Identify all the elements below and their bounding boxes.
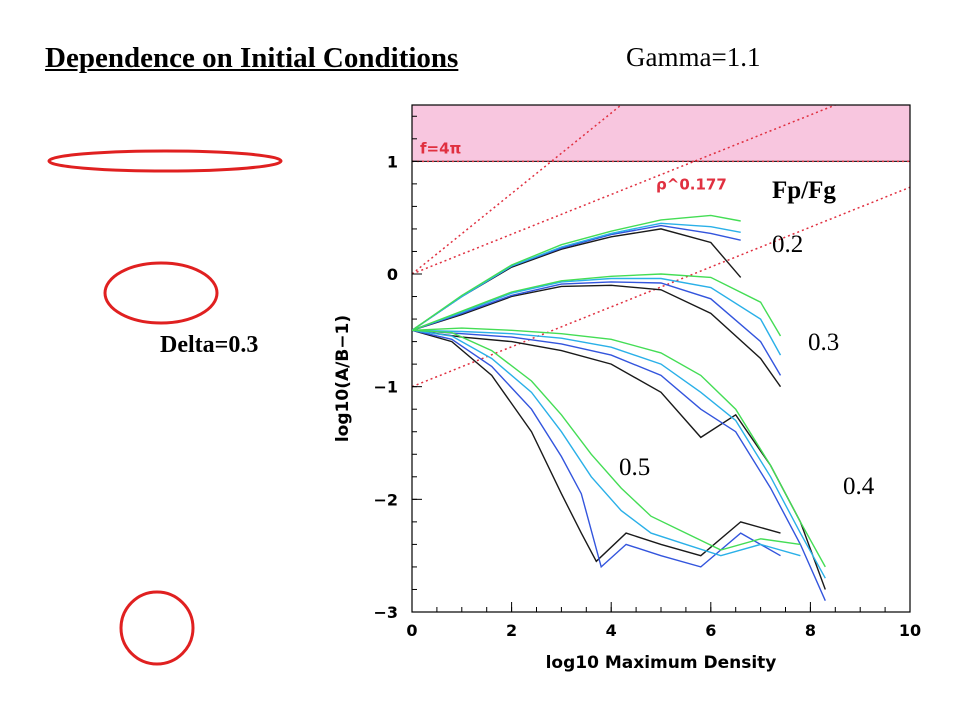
y-axis-label: log10(A/B−1) [333,315,353,442]
x-tick-label: 8 [805,621,816,640]
x-tick-label: 6 [705,621,716,640]
y-tick-label: −2 [373,490,398,509]
reference-lines [412,105,910,388]
curve-fp-04-4 [412,327,826,568]
y-tick-label: −1 [373,378,398,397]
curve-fp-03-2 [412,281,782,376]
curve-fp-03-4 [412,273,782,337]
curve-fp-03-3 [412,277,782,356]
curve-fp-02-3 [412,222,741,331]
slide-title: Dependence on Initial Conditions [45,42,459,74]
curve-fp-05-4 [412,329,801,551]
group-label-04: 0.4 [843,473,875,500]
legend-title: Fp/Fg [772,177,836,204]
curve-fp-04-3 [412,329,826,579]
curve-fp-02-4 [412,214,741,331]
x-tick-label: 0 [406,621,417,640]
plot-area: f=4π ρ^0.177 0 2 4 6 8 10 −3 −2 −1 0 1 log10 Maximum … [333,104,921,673]
y-tick-label: 1 [387,152,398,171]
x-axis-label: log10 Maximum Density [546,653,777,673]
group-label-05: 0.5 [619,454,650,481]
band-label: f=4π [420,139,461,157]
limit-band [411,104,911,162]
reference-line-3 [412,186,910,388]
medium-ellipse-shape [103,261,219,325]
curve-fp-04-2 [412,329,826,601]
slope-label: ρ^0.177 [656,176,727,194]
delta-label: Delta=0.3 [160,332,259,358]
reference-line-2 [412,105,836,275]
group-label-03: 0.3 [808,329,839,356]
circle-shape [119,590,195,666]
y-tick-label: 0 [387,265,398,284]
gamma-label: Gamma=1.1 [626,42,761,72]
curve-fp-05-2 [412,329,781,569]
x-tick-label: 10 [899,621,921,640]
group-label-02: 0.2 [772,231,803,258]
x-tick-label: 4 [606,621,617,640]
y-tick-label: −3 [373,603,398,622]
curves [412,214,826,601]
curve-fp-05-3 [412,329,801,557]
curve-fp-05-1 [412,329,781,563]
curve-fp-03-1 [412,284,782,388]
elongated-ellipse-shape [47,149,283,173]
x-tick-label: 2 [506,621,517,640]
